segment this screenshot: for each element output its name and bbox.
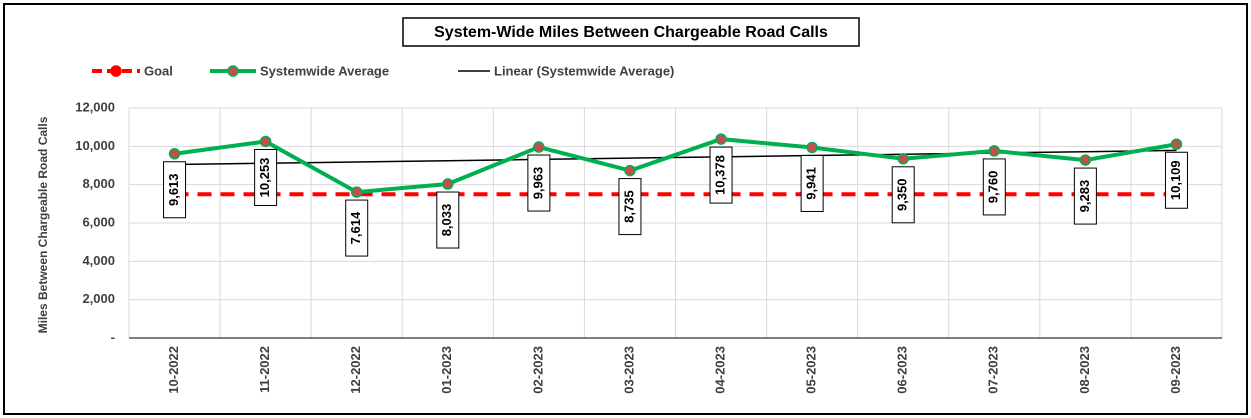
y-tick-label: 12,000 — [75, 99, 115, 114]
series-marker — [1079, 154, 1092, 166]
legend-label: Goal — [144, 63, 173, 78]
x-tick-label: 03-2023 — [621, 346, 636, 394]
data-label-box — [527, 154, 551, 212]
data-label: 10,378 — [712, 155, 727, 195]
y-tick-label: 6,000 — [82, 214, 115, 229]
x-tick-label: 07-2023 — [986, 346, 1001, 394]
data-label-box — [436, 191, 460, 249]
data-label: 7,614 — [348, 211, 363, 244]
y-tick-label: 2,000 — [82, 291, 115, 306]
x-tick-label: 04-2023 — [712, 346, 727, 394]
data-label: 9,760 — [986, 171, 1001, 204]
y-tick-label: 4,000 — [82, 253, 115, 268]
data-label-box — [982, 158, 1006, 216]
data-label-box — [1164, 151, 1188, 209]
data-label: 8,033 — [439, 204, 454, 237]
x-tick-label: 11-2022 — [257, 346, 272, 393]
series-marker — [350, 186, 363, 198]
data-label: 10,253 — [257, 158, 272, 198]
chart-title: System-Wide Miles Between Chargeable Roa… — [434, 24, 828, 41]
data-label-box — [254, 148, 278, 206]
data-label-box — [345, 199, 369, 257]
legend-label: Systemwide Average — [260, 63, 389, 78]
x-tick-label: 06-2023 — [895, 346, 910, 394]
data-label-box — [1073, 167, 1097, 225]
data-label: 9,963 — [530, 167, 545, 200]
legend-marker — [227, 65, 239, 77]
series-line — [174, 137, 1177, 195]
legend-marker — [110, 65, 122, 77]
title-box — [402, 17, 860, 47]
series-marker — [897, 153, 909, 165]
data-label: 9,613 — [166, 173, 181, 206]
y-tick-label: 10,000 — [75, 138, 115, 153]
y-tick-label: 8,000 — [82, 176, 115, 191]
data-label-box — [800, 154, 824, 212]
x-tick-label: 10-2022 — [166, 346, 181, 394]
series-marker — [988, 145, 1001, 157]
data-label-box — [891, 166, 915, 224]
series-marker — [1170, 138, 1183, 150]
legend-label: Linear (Systemwide Average) — [494, 63, 674, 78]
data-label: 10,109 — [1168, 160, 1183, 200]
series-marker — [533, 141, 545, 153]
data-label-box — [618, 178, 642, 236]
data-label: 9,283 — [1077, 180, 1092, 213]
x-tick-label: 12-2022 — [348, 346, 363, 394]
x-tick-label: 01-2023 — [439, 346, 454, 394]
data-label: 9,941 — [804, 167, 819, 200]
x-tick-label: 05-2023 — [804, 346, 819, 394]
data-label-box — [709, 146, 733, 204]
series-marker — [168, 148, 181, 160]
x-tick-label: 08-2023 — [1077, 346, 1092, 394]
data-label-box — [163, 161, 187, 219]
series-marker — [806, 141, 818, 154]
series-marker — [442, 178, 454, 190]
data-label: 9,350 — [895, 179, 910, 212]
x-tick-label: 02-2023 — [530, 346, 545, 394]
x-tick-label: 09-2023 — [1168, 346, 1183, 394]
series-marker — [259, 135, 272, 148]
series-marker — [624, 164, 636, 177]
data-label: 8,735 — [621, 190, 636, 223]
y-axis-title: Miles Between Chargeable Road Calls — [36, 116, 50, 333]
series-marker — [715, 133, 727, 145]
y-tick-label: - — [111, 329, 115, 344]
